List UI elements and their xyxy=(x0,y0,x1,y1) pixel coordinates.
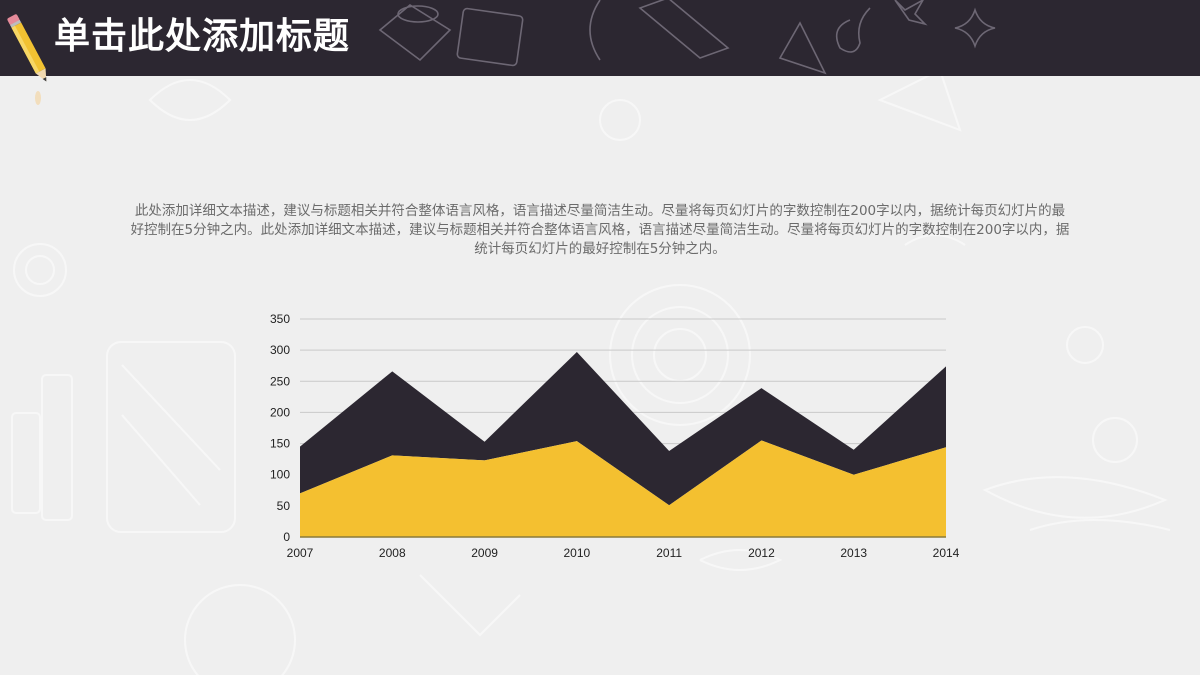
header-doodles xyxy=(378,0,996,75)
area-series xyxy=(300,352,946,506)
y-tick-label: 250 xyxy=(270,374,290,388)
doodle-pencil-outline-icon xyxy=(638,0,730,59)
x-tick-label: 2013 xyxy=(840,546,867,560)
pencil-icon xyxy=(7,14,47,105)
x-axis-labels: 2007 2008 2009 2010 2011 2012 2013 2014 xyxy=(287,546,960,560)
y-tick-label: 0 xyxy=(283,530,290,544)
y-tick-label: 350 xyxy=(270,312,290,326)
x-tick-label: 2011 xyxy=(656,546,682,560)
y-tick-label: 50 xyxy=(277,499,291,513)
x-tick-label: 2007 xyxy=(287,546,314,560)
y-tick-label: 100 xyxy=(270,468,290,482)
chart-areas xyxy=(300,352,946,538)
area-series xyxy=(300,440,946,537)
x-tick-label: 2008 xyxy=(379,546,406,560)
x-tick-label: 2009 xyxy=(471,546,498,560)
x-tick-label: 2014 xyxy=(933,546,960,560)
doodle-sparkle-icon xyxy=(954,7,996,49)
title-bar: 单击此处添加标题 xyxy=(0,0,1200,76)
y-axis-labels: 0 50 100 150 200 250 300 350 xyxy=(270,312,290,544)
doodle-hat-icon xyxy=(378,4,452,62)
x-tick-label: 2010 xyxy=(564,546,591,560)
y-tick-label: 200 xyxy=(270,405,290,419)
slide-title[interactable]: 单击此处添加标题 xyxy=(54,16,351,57)
description-text[interactable]: 此处添加详细文本描述，建议与标题相关并符合整体语言风格，语言描述尽量简洁生动。尽… xyxy=(130,203,1070,257)
doodle-star-icon xyxy=(894,0,928,26)
y-tick-label: 150 xyxy=(270,437,290,451)
y-tick-label: 300 xyxy=(270,343,290,357)
x-tick-label: 2012 xyxy=(748,546,775,560)
